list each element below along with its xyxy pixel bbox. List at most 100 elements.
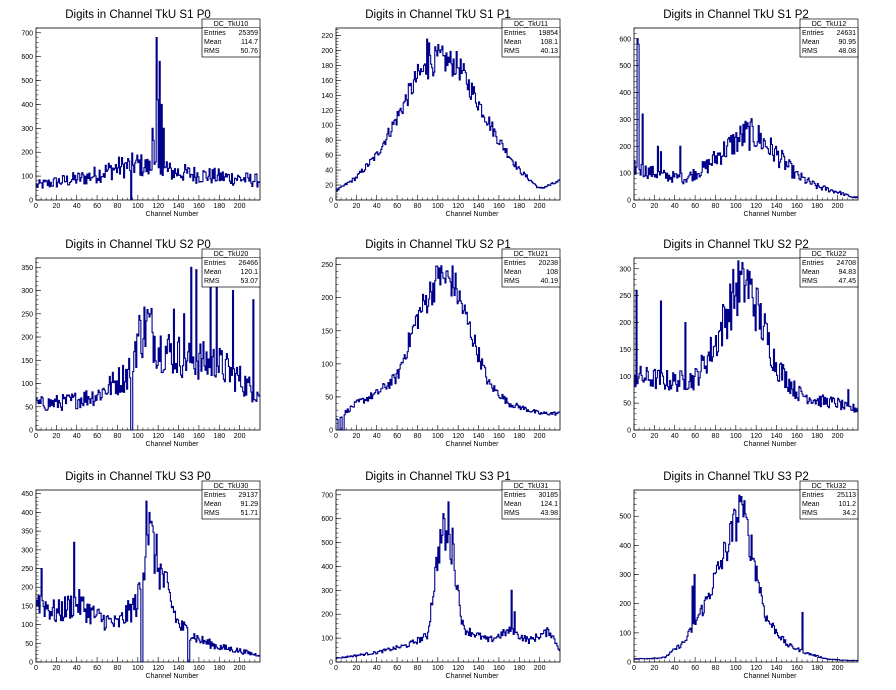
x-tick-label: 20 xyxy=(650,203,658,210)
x-tick-label: 60 xyxy=(691,203,699,210)
stats-value: 47.45 xyxy=(838,278,856,285)
y-tick-label: 100 xyxy=(619,171,631,178)
stats-value: 34.2 xyxy=(842,510,856,517)
stats-value: 51.71 xyxy=(240,510,258,517)
stats-value: 90.95 xyxy=(838,39,856,46)
x-tick-label: 120 xyxy=(452,203,464,210)
x-tick-label: 60 xyxy=(691,433,699,440)
x-axis-label: Channel Number xyxy=(146,673,200,680)
x-axis-label: Channel Number xyxy=(744,211,798,218)
x-tick-label: 160 xyxy=(193,665,205,672)
x-tick-label: 120 xyxy=(750,203,762,210)
histogram-panel: Digits in Channel TkU S2 P0 0 20 40 60 80 100 1… xyxy=(21,239,261,448)
x-tick-label: 80 xyxy=(414,433,422,440)
y-tick-label: 100 xyxy=(321,123,333,130)
x-tick-label: 160 xyxy=(791,665,803,672)
stats-value: 25359 xyxy=(239,30,259,37)
histogram-panel: Digits in Channel TkU S3 P2 0 20 40 60 80 100 1… xyxy=(619,471,859,680)
x-tick-label: 80 xyxy=(114,665,122,672)
histogram-line xyxy=(336,501,560,660)
y-tick-label: 20 xyxy=(325,183,333,190)
y-tick-label: 140 xyxy=(321,93,333,100)
histogram-line xyxy=(36,500,260,663)
x-tick-label: 140 xyxy=(473,433,485,440)
y-tick-label: 400 xyxy=(21,510,33,517)
y-tick-label: 400 xyxy=(21,102,33,109)
y-tick-label: 400 xyxy=(619,543,631,550)
y-tick-label: 200 xyxy=(321,612,333,619)
y-tick-label: 120 xyxy=(321,108,333,115)
stats-key: Mean xyxy=(504,39,522,46)
y-tick-label: 400 xyxy=(321,564,333,571)
histogram-line xyxy=(336,265,560,431)
y-tick-label: 250 xyxy=(21,566,33,573)
y-tick-label: 100 xyxy=(21,174,33,181)
stats-key: RMS xyxy=(802,510,818,517)
x-tick-label: 160 xyxy=(193,203,205,210)
stats-key: Entries xyxy=(204,260,226,267)
y-tick-label: 350 xyxy=(21,265,33,272)
y-tick-label: 0 xyxy=(329,660,333,667)
stats-value: 26466 xyxy=(239,260,259,267)
x-tick-label: 20 xyxy=(650,665,658,672)
y-tick-label: 0 xyxy=(29,198,33,205)
x-tick-label: 140 xyxy=(173,433,185,440)
chart-title: Digits in Channel TkU S3 P2 xyxy=(663,471,809,483)
stats-key: Mean xyxy=(204,39,222,46)
y-tick-label: 200 xyxy=(21,150,33,157)
x-tick-label: 140 xyxy=(173,665,185,672)
chart-title: Digits in Channel TkU S3 P1 xyxy=(365,471,511,483)
stats-value: 124.1 xyxy=(540,501,558,508)
x-tick-label: 180 xyxy=(513,203,525,210)
y-tick-label: 100 xyxy=(21,622,33,629)
y-tick-label: 0 xyxy=(627,660,631,667)
x-tick-label: 0 xyxy=(632,665,636,672)
x-tick-label: 120 xyxy=(152,665,164,672)
stats-key: Mean xyxy=(204,269,222,276)
stats-value: 114.7 xyxy=(241,39,258,46)
x-tick-label: 20 xyxy=(52,665,60,672)
stats-key: Entries xyxy=(204,30,226,37)
x-tick-label: 120 xyxy=(452,665,464,672)
stats-key: Entries xyxy=(504,260,526,267)
stats-name: DC_TkU10 xyxy=(214,21,249,28)
stats-name: DC_TkU30 xyxy=(214,483,249,490)
stats-value: 40.13 xyxy=(540,48,558,55)
stats-name: DC_TkU32 xyxy=(812,483,847,490)
y-tick-label: 40 xyxy=(325,168,333,175)
x-tick-label: 40 xyxy=(671,203,679,210)
stats-value: 91.29 xyxy=(240,501,258,508)
y-tick-label: 0 xyxy=(329,198,333,205)
stats-box: DC_TkU12 Entries 24631 Mean 90.95 RMS 48.08 xyxy=(799,18,859,58)
stats-box-frame xyxy=(799,18,859,58)
x-tick-label: 80 xyxy=(414,203,422,210)
x-tick-label: 200 xyxy=(234,665,246,672)
x-tick-label: 40 xyxy=(671,665,679,672)
stats-name: DC_TkU11 xyxy=(514,21,548,28)
stats-key: Entries xyxy=(802,260,824,267)
x-tick-label: 180 xyxy=(213,433,225,440)
x-axis-label: Channel Number xyxy=(744,441,798,448)
stats-value: 29137 xyxy=(239,492,259,499)
x-tick-label: 120 xyxy=(750,665,762,672)
stats-value: 43.98 xyxy=(540,510,558,517)
chart-title: Digits in Channel TkU S2 P1 xyxy=(365,239,511,251)
x-tick-label: 20 xyxy=(352,665,360,672)
x-tick-label: 200 xyxy=(234,433,246,440)
stats-value: 25113 xyxy=(837,492,856,499)
x-tick-label: 60 xyxy=(393,433,401,440)
x-tick-label: 180 xyxy=(513,433,525,440)
x-tick-label: 140 xyxy=(473,665,485,672)
stats-value: 50.76 xyxy=(240,48,258,55)
x-tick-label: 120 xyxy=(750,433,762,440)
y-tick-label: 200 xyxy=(21,585,33,592)
x-tick-label: 200 xyxy=(832,203,844,210)
x-tick-label: 180 xyxy=(513,665,525,672)
x-tick-label: 120 xyxy=(452,433,464,440)
y-tick-label: 500 xyxy=(619,514,631,521)
x-tick-label: 160 xyxy=(493,433,505,440)
histogram-panel: Digits in Channel TkU S2 P1 0 20 40 60 80 100 1… xyxy=(321,239,561,448)
x-tick-label: 100 xyxy=(132,665,144,672)
x-tick-label: 200 xyxy=(534,433,546,440)
y-tick-label: 300 xyxy=(619,572,631,579)
